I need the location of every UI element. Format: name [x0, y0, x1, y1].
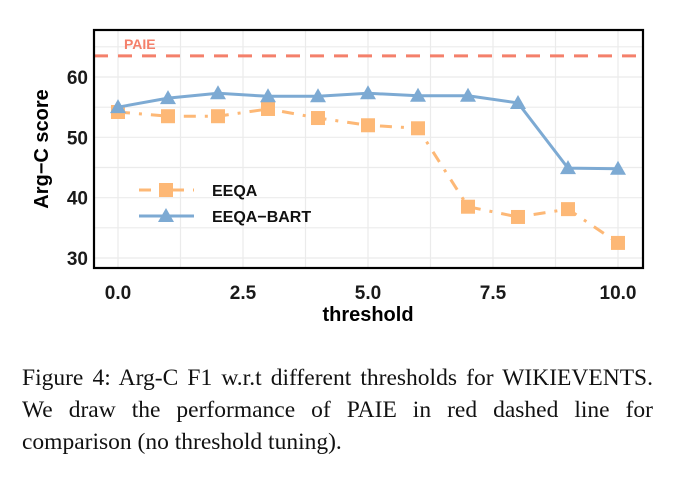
chart: PAIE 0.0 2.5 5.0 7.5 10.0 30 40 50 60 threshold… — [31, 28, 645, 326]
x-tick-label: 0.0 — [105, 283, 131, 304]
data-point — [261, 101, 275, 116]
data-point — [511, 209, 525, 224]
data-point — [110, 99, 126, 114]
legend-label: EEQA — [212, 183, 258, 200]
reference-line-label: PAIE — [124, 36, 156, 52]
y-axis-label: Arg−C score — [31, 89, 53, 209]
data-point — [360, 85, 376, 100]
series-eeqa-bart — [110, 85, 626, 175]
data-point — [361, 118, 375, 133]
reference-lines: PAIE — [94, 36, 643, 58]
legend-square-marker — [159, 183, 173, 197]
legend-triangle-marker — [158, 208, 174, 222]
legend-label: EEQA−BART — [212, 209, 311, 226]
x-tick-label: 5.0 — [355, 283, 381, 304]
x-tick-label: 2.5 — [230, 283, 257, 304]
y-tick-label: 60 — [67, 68, 88, 89]
plot-frame — [92, 28, 645, 270]
x-tick-label: 7.5 — [480, 283, 507, 304]
data-point — [311, 111, 325, 126]
legend-item: EEQA — [139, 183, 258, 200]
data-point — [411, 121, 425, 136]
figure-caption: Figure 4: Arg-C F1 w.r.t different thres… — [22, 365, 653, 455]
series-eeqa — [111, 101, 625, 250]
y-tick-label: 50 — [67, 128, 88, 149]
grid — [94, 30, 643, 268]
legend-item: EEQA−BART — [139, 208, 311, 226]
y-tick-label: 40 — [67, 189, 88, 210]
data-point — [160, 90, 176, 105]
legend: EEQA EEQA−BART — [139, 183, 311, 226]
y-tick-labels: 30 40 50 60 — [67, 68, 88, 270]
x-axis-label: threshold — [322, 304, 413, 326]
x-tick-label: 10.0 — [600, 283, 637, 304]
data-point — [410, 87, 426, 102]
data-point — [610, 160, 626, 175]
data-point — [210, 85, 226, 100]
y-tick-label: 30 — [67, 249, 88, 270]
data-point — [560, 160, 576, 175]
data-point — [461, 199, 475, 214]
data-point — [310, 88, 326, 103]
data-point — [561, 202, 575, 217]
data-point — [161, 109, 175, 124]
series-layer — [110, 85, 626, 250]
data-point — [510, 94, 526, 109]
data-point — [260, 88, 276, 103]
data-point — [611, 235, 625, 250]
data-point — [211, 109, 225, 124]
x-tick-labels: 0.0 2.5 5.0 7.5 10.0 — [105, 283, 637, 304]
data-point — [460, 87, 476, 102]
